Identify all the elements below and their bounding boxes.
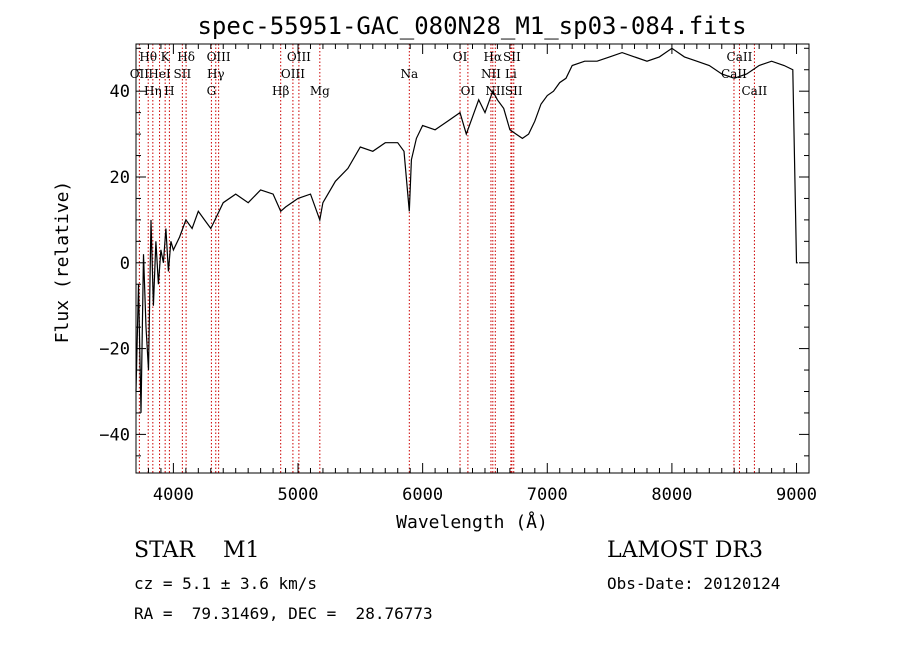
line-label-2: Hη — [144, 84, 162, 98]
line-label-12: OIII — [281, 67, 305, 81]
spectral-line-markers — [138, 44, 755, 473]
line-label-11: Hβ — [272, 84, 289, 98]
line-label-17: OI — [461, 84, 476, 98]
line-label-16: OI — [453, 50, 468, 64]
y-tick-label: −20 — [99, 340, 130, 360]
line-label-7: Hδ — [177, 50, 195, 64]
x-tick-label: 8000 — [651, 485, 692, 505]
line-label-1: OII — [130, 67, 150, 81]
x-tick-label: 7000 — [527, 485, 568, 505]
y-axis-ticks: −40 −20 0 20 40 — [99, 47, 809, 457]
line-label-20: NII — [485, 84, 505, 98]
x-tick-label: 9000 — [776, 485, 817, 505]
obs-date-text: Obs-Date: 20120124 — [607, 574, 781, 593]
line-label-9: Hγ — [207, 67, 225, 81]
line-label-25: CaII — [727, 50, 753, 64]
x-axis-label: Wavelength (Å) — [396, 511, 548, 533]
x-tick-label: 4000 — [153, 485, 194, 505]
line-label-13: OIII — [287, 50, 311, 64]
y-tick-label: 20 — [110, 168, 130, 188]
line-label-19: Hα — [484, 50, 503, 64]
line-label-26: CaII — [741, 84, 767, 98]
spectral-line-labels: HθOIIHηHeIKHSIIHδGHγOIIIHβOIIIOIIIMgNaOI… — [130, 50, 768, 98]
line-label-10: OIII — [207, 50, 231, 64]
line-label-21: Li — [505, 67, 517, 81]
x-axis-ticks: 4000 5000 6000 7000 8000 9000 — [135, 44, 817, 505]
line-label-14: Mg — [310, 84, 330, 98]
y-tick-label: 40 — [110, 82, 130, 102]
y-tick-label: 0 — [120, 254, 130, 274]
x-tick-label: 5000 — [278, 485, 319, 505]
y-axis-label: Flux (relative) — [52, 181, 73, 344]
redshift-text: cz = 5.1 ± 3.6 km/s — [134, 574, 318, 593]
line-label-3: HeI — [148, 67, 171, 81]
line-label-0: Hθ — [139, 50, 157, 64]
spectrum-series-line — [135, 47, 798, 413]
chart-title: spec-55951-GAC_080N28_M1_sp03-084.fits — [197, 12, 746, 40]
y-tick-label: −40 — [99, 425, 130, 445]
plot-frame — [135, 43, 810, 474]
ra-dec-text: RA = 79.31469, DEC = 28.76773 — [134, 604, 433, 623]
line-label-23: SII — [505, 84, 523, 98]
x-tick-label: 6000 — [402, 485, 443, 505]
line-label-5: H — [164, 84, 174, 98]
line-label-6: SII — [174, 67, 192, 81]
line-label-18: NII — [481, 67, 501, 81]
line-label-24: CaII — [721, 67, 747, 81]
line-label-8: G — [207, 84, 217, 98]
line-label-22: SII — [503, 50, 521, 64]
object-class: STAR M1 — [134, 538, 260, 563]
line-label-4: K — [161, 50, 171, 64]
survey-name: LAMOST DR3 — [607, 538, 763, 563]
line-label-15: Na — [400, 67, 418, 81]
